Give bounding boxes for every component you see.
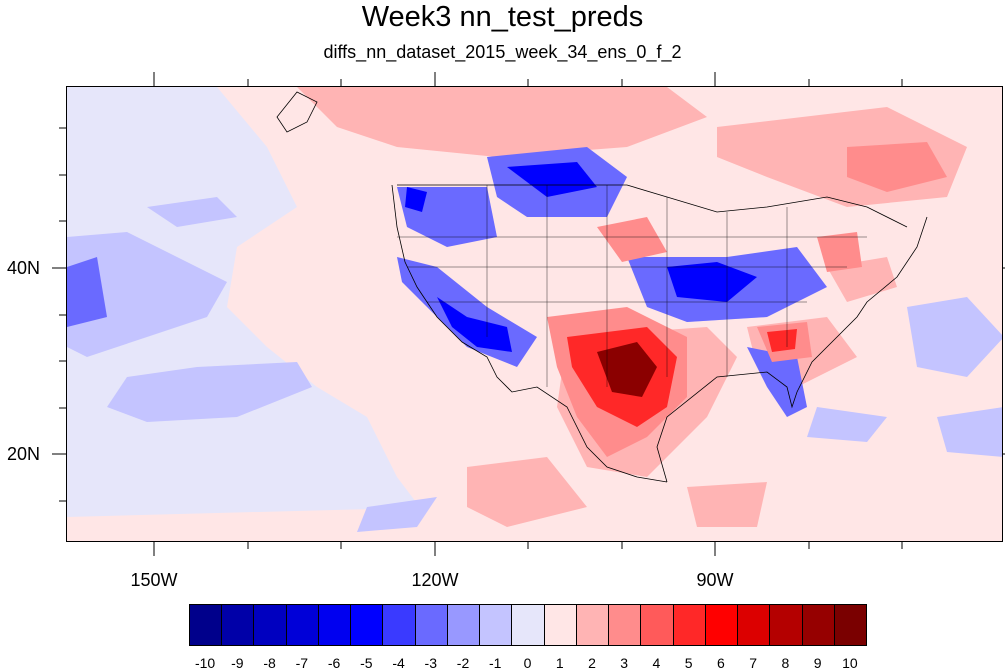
colorbar-label: -9 bbox=[231, 655, 244, 671]
colorbar-label: -8 bbox=[263, 655, 276, 671]
colorbar-label: -10 bbox=[194, 655, 216, 671]
lon-label-150w: 150W bbox=[130, 570, 178, 590]
colorbar-box bbox=[543, 604, 577, 646]
map-title: Week3 nn_test_preds bbox=[361, 1, 644, 33]
colorbar-box bbox=[317, 604, 352, 646]
map-panel bbox=[66, 86, 1003, 542]
colorbar-label: 3 bbox=[620, 655, 629, 671]
lon-label-120w: 120W bbox=[411, 570, 459, 590]
colorbar-label: 1 bbox=[555, 655, 564, 671]
state-borders bbox=[397, 185, 867, 387]
colorbar-label: 10 bbox=[842, 655, 858, 671]
colorbar-box bbox=[446, 604, 481, 646]
dark-red-core bbox=[597, 342, 657, 397]
colorbar-box bbox=[575, 604, 610, 646]
lat-label-40n: 40N bbox=[6, 258, 40, 278]
colorbar-box bbox=[479, 604, 513, 646]
coastlines bbox=[276, 91, 928, 483]
colorbar-label: -7 bbox=[295, 655, 309, 671]
colorbar-box bbox=[704, 604, 739, 646]
colorbar-box bbox=[221, 604, 255, 646]
colorbar-label: 8 bbox=[781, 655, 790, 671]
colorbar-label: 6 bbox=[717, 655, 725, 671]
colorbar-box bbox=[608, 604, 642, 646]
colorbar-box bbox=[414, 604, 448, 646]
colorbar-label: -5 bbox=[360, 655, 373, 671]
colorbar-label: 7 bbox=[749, 655, 758, 671]
colorbar-box bbox=[640, 604, 674, 646]
colorbar-label: 5 bbox=[684, 655, 693, 671]
colorbar-label: -6 bbox=[327, 655, 341, 671]
dark-blue-regions bbox=[405, 162, 757, 352]
colorbar-box bbox=[253, 604, 287, 646]
colorbar-box bbox=[737, 604, 771, 646]
colorbar-box bbox=[350, 604, 384, 646]
colorbar-box bbox=[801, 604, 835, 646]
colorbar-box bbox=[511, 604, 545, 646]
colorbar-label: 0 bbox=[523, 655, 532, 671]
map-subtitle: diffs_nn_dataset_2015_week_34_ens_0_f_2 bbox=[323, 42, 682, 62]
colorbar-box bbox=[285, 604, 319, 646]
colorbar-label: 4 bbox=[652, 655, 661, 671]
colorbar-label: -1 bbox=[489, 655, 502, 671]
colorbar-box bbox=[382, 604, 416, 646]
lon-label-90w: 90W bbox=[696, 570, 734, 590]
colorbar-label: 9 bbox=[813, 655, 822, 671]
anomaly-field bbox=[67, 87, 1002, 541]
colorbar-box bbox=[769, 604, 803, 646]
colorbar-label: -2 bbox=[456, 655, 470, 671]
colorbar-box bbox=[672, 604, 706, 646]
colorbar-box bbox=[189, 604, 223, 646]
colorbar-label: -4 bbox=[392, 655, 405, 671]
lat-label-20n: 20N bbox=[6, 444, 40, 464]
colorbar-label: -3 bbox=[424, 655, 437, 671]
colorbar-box bbox=[833, 604, 867, 646]
colorbar-label: 2 bbox=[588, 655, 596, 671]
